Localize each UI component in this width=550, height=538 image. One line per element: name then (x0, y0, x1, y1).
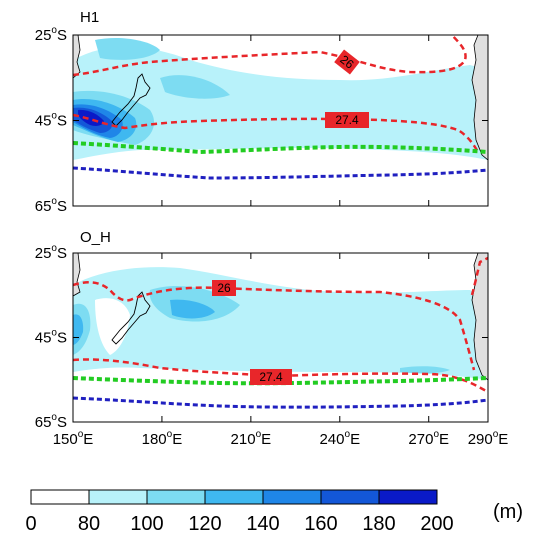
front-green-h1 (73, 141, 488, 155)
contour-26-o-h (73, 281, 476, 371)
shade-100-o-h-c (400, 366, 450, 374)
panel-o-h: O_H 26 (72, 229, 489, 423)
contour-label-27-4-o-h: 27.4 (250, 369, 292, 385)
y-tick-label: 45oS (35, 328, 67, 347)
y-tick-label: 65oS (35, 412, 67, 431)
shade-120-o-h-a (170, 299, 215, 319)
y-tick-label: 25oS (35, 25, 67, 44)
colorbar-segment (262, 489, 322, 505)
colorbar: 0 80 100 120 140 160 180 200 (m) (25, 489, 523, 535)
contour-label-26-h1: 26 (334, 49, 360, 75)
colorbar-segment (146, 489, 206, 505)
colorbar-unit: (m) (493, 501, 523, 523)
front-blue-o-h (73, 396, 488, 409)
heatmap-h1: 26 27.4 (73, 35, 488, 206)
land-australia-o-h (73, 253, 81, 297)
colorbar-segment (30, 489, 90, 505)
shade-80-o-h-gap (95, 298, 130, 355)
shade-80-h1 (73, 46, 488, 161)
x-tick-label: 180oE (142, 429, 183, 448)
contour-26-h1 (73, 35, 467, 77)
contour-26-o-h-tail (470, 256, 488, 296)
colorbar-segment (378, 489, 438, 505)
colorbar-segment (88, 489, 148, 505)
x-tick-label: 290oE (468, 429, 509, 448)
colorbar-segment (320, 489, 380, 505)
shade-100-h1-a (95, 38, 160, 60)
heatmap-o-h: 26 27.4 (73, 253, 488, 422)
x-tick-label: 240oE (319, 429, 360, 448)
colorbar-label: 0 (25, 513, 36, 535)
svg-text:27.4: 27.4 (335, 113, 359, 127)
land-south-america-h1 (471, 35, 488, 161)
contour-label-26-o-h: 26 (212, 280, 236, 296)
land-new-zealand-o-h (111, 291, 151, 345)
panel-h1: H1 26 (72, 9, 489, 207)
land-australia-h1 (73, 35, 81, 79)
svg-text:26: 26 (217, 281, 231, 295)
shade-100-h1-b (160, 75, 230, 99)
contour-27-4-h1 (73, 113, 480, 153)
panel-title-h1: H1 (80, 9, 99, 26)
land-south-america-o-h (471, 253, 488, 381)
y-tick-label: 45oS (35, 111, 67, 130)
colorbar-label: 140 (246, 513, 279, 535)
colorbar-label: 160 (304, 513, 337, 535)
x-tick-label: 150oE (53, 429, 94, 448)
colorbar-label: 100 (130, 513, 163, 535)
x-tick-label: 210oE (231, 429, 272, 448)
colorbar-label: 80 (78, 513, 100, 535)
colorbar-segment (204, 489, 264, 505)
svg-text:27.4: 27.4 (259, 370, 283, 384)
colorbar-label: 200 (420, 513, 453, 535)
y-tick-label: 25oS (35, 243, 67, 262)
y-tick-label: 65oS (35, 196, 67, 215)
land-new-zealand-h1 (111, 73, 151, 127)
x-tick-label: 270oE (408, 429, 449, 448)
contour-label-27-4-h1: 27.4 (325, 112, 369, 128)
panel-title-o-h: O_H (80, 229, 111, 246)
colorbar-label: 180 (362, 513, 395, 535)
colorbar-label: 120 (188, 513, 221, 535)
contour-27-4-o-h (73, 358, 488, 394)
